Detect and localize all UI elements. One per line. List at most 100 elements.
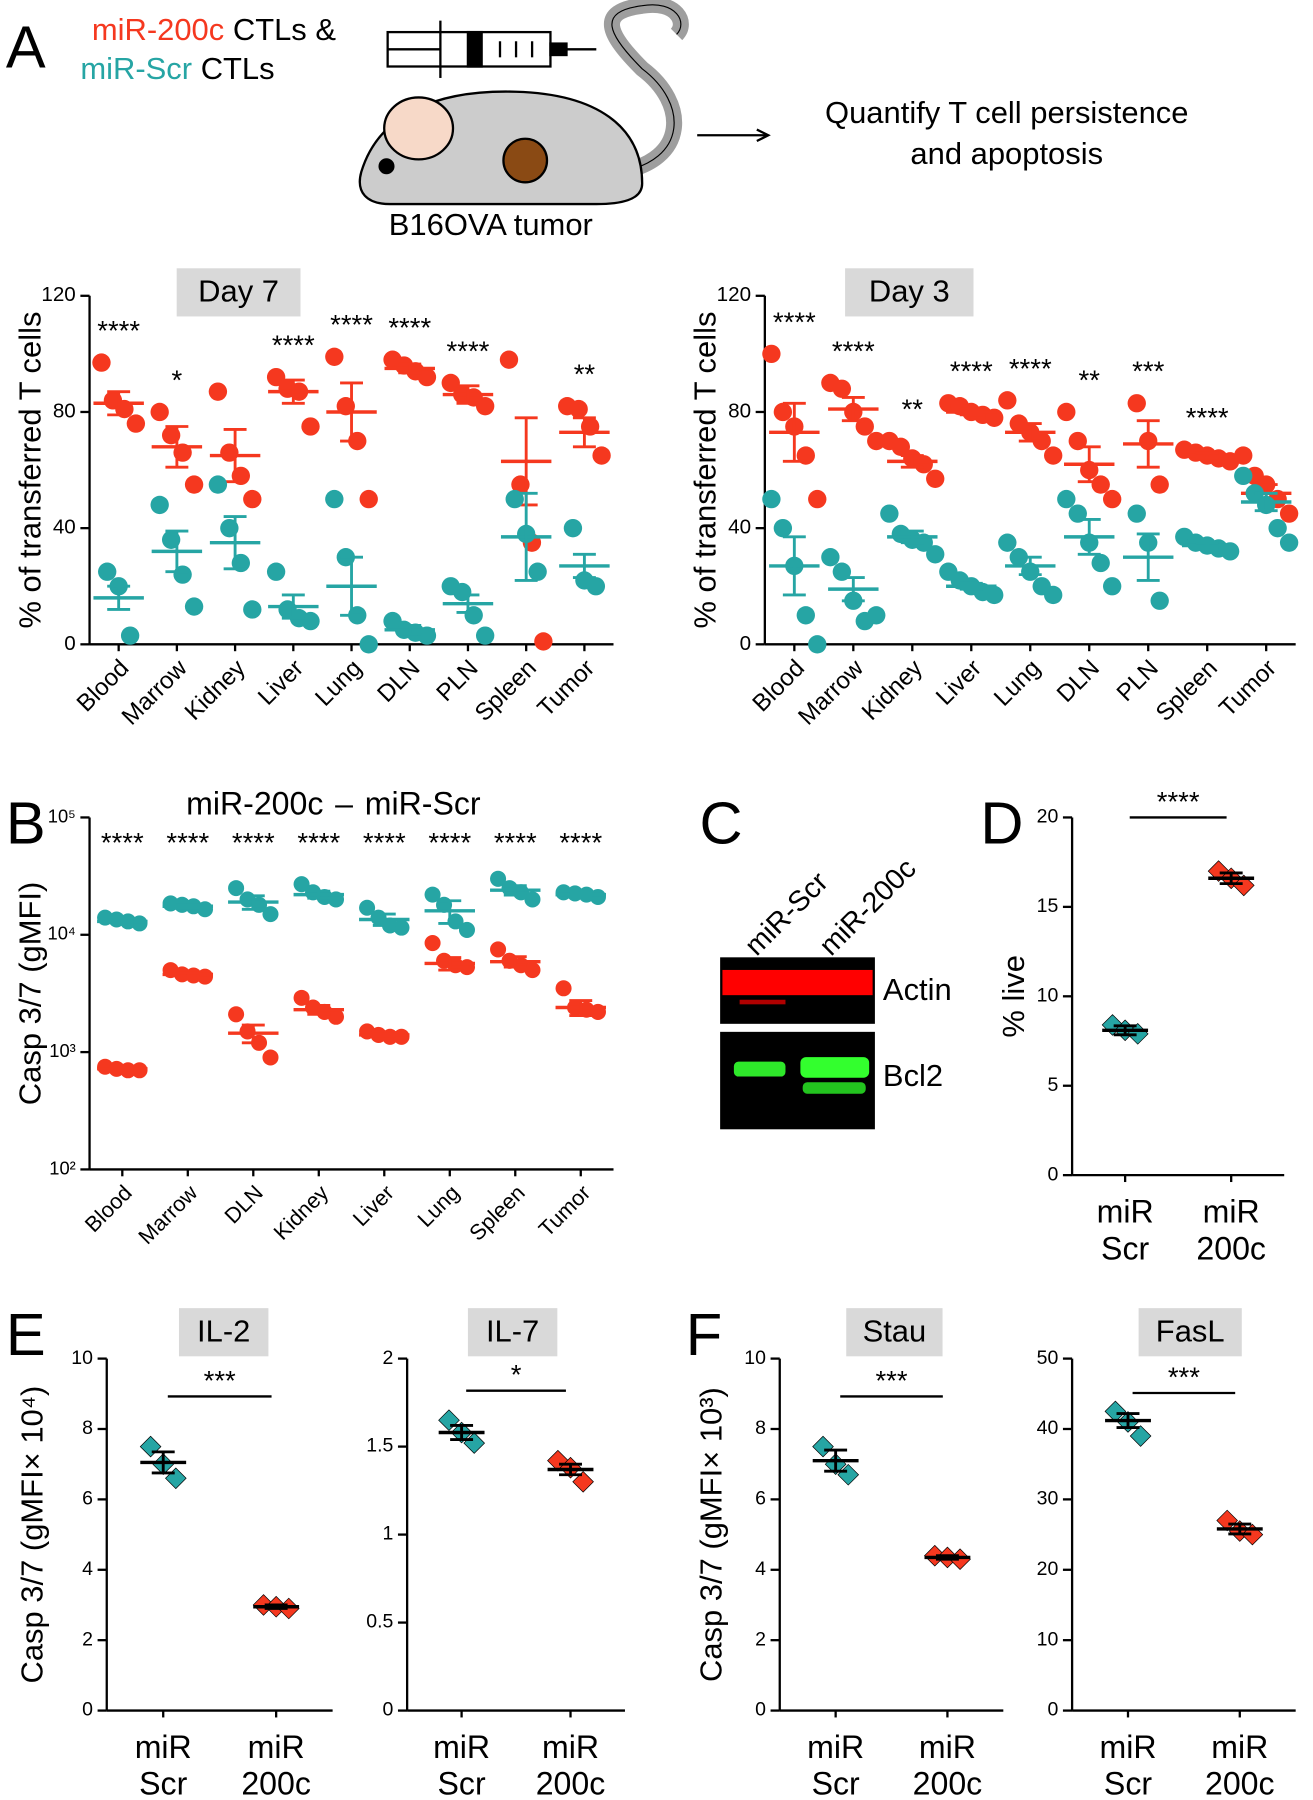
y-tick-label: 20 [1037, 806, 1059, 828]
data-point [880, 504, 899, 523]
y-tick-label: 0 [1048, 1699, 1059, 1721]
outcome-text: and apoptosis [910, 136, 1103, 171]
error-bar [241, 894, 265, 911]
data-point [266, 367, 286, 387]
x-tick-label: miR [1097, 1194, 1154, 1230]
band-label: Actin [883, 972, 952, 1007]
error-bar [107, 584, 131, 611]
error-bar [569, 999, 593, 1017]
significance: * [172, 364, 183, 395]
lane-label: miR-200c [813, 853, 922, 962]
title-box [467, 1308, 558, 1357]
data-point [165, 1467, 187, 1490]
data-point [417, 367, 437, 387]
data-point [1102, 489, 1122, 509]
chart-title: FasL [1156, 1314, 1225, 1349]
error-bar [900, 529, 924, 545]
data-point [1216, 1509, 1238, 1532]
error-bar [824, 1448, 848, 1473]
data-point [1102, 577, 1122, 596]
y-tick-label: 8 [82, 1417, 93, 1439]
y-tick-label: 4 [82, 1558, 93, 1580]
error-bar [559, 1462, 582, 1477]
blot-image [720, 957, 875, 1130]
data-point [301, 417, 320, 436]
chart-title: Day 7 [198, 274, 279, 309]
data-point [239, 1023, 256, 1040]
y-axis-label: Casp 3/7 (gMFI× 10⁴) [15, 1386, 50, 1684]
data-point [572, 1470, 594, 1493]
y-tick-label: 10⁵ [48, 805, 76, 826]
data-point [867, 606, 886, 625]
y-tick-label: 20 [1037, 1558, 1059, 1580]
error-bar [782, 401, 806, 463]
panel-label: F [686, 1301, 722, 1368]
data-point [196, 901, 214, 918]
error-bar [572, 416, 596, 449]
data-point [821, 548, 840, 567]
x-tick-label: Marrow [117, 654, 193, 730]
error-bar [398, 624, 422, 636]
title-box [176, 268, 301, 317]
y-tick-label: 4 [755, 1558, 766, 1580]
error-bar [450, 1424, 474, 1441]
data-point [1057, 489, 1076, 509]
x-tick-label: miR [248, 1729, 305, 1765]
y-tick-label: 10 [1037, 1628, 1059, 1650]
panel-label: D [980, 790, 1023, 857]
data-point [98, 562, 117, 581]
data-point [524, 891, 541, 908]
data-point [359, 635, 378, 654]
error-bar [176, 971, 200, 978]
y-tick-label: 50 [1037, 1347, 1059, 1369]
data-point [325, 347, 344, 366]
data-point [555, 980, 572, 997]
error-bar [1195, 541, 1219, 550]
data-point [808, 489, 827, 509]
data-point [262, 1049, 279, 1066]
data-point [1127, 394, 1146, 413]
y-tick-label: 10³ [49, 1040, 76, 1061]
y-tick-label: 5 [1048, 1074, 1059, 1096]
error-bar [503, 955, 527, 969]
mouse-label: B16OVA tumor [389, 207, 593, 242]
data-point [832, 379, 852, 398]
y-tick-label: 8 [755, 1417, 766, 1439]
error-bar [110, 1066, 134, 1072]
data-point [196, 968, 214, 985]
error-bar [264, 1603, 288, 1610]
error-bar [569, 892, 593, 898]
x-tick-label: Blood [80, 1180, 137, 1237]
data-point [998, 391, 1017, 410]
data-point [796, 606, 815, 625]
panel-label: A [6, 13, 46, 80]
chart-title: IL-2 [197, 1314, 250, 1349]
schematic-red-suffix: CTLs & [233, 12, 337, 47]
y-tick-label: 1.5 [366, 1435, 393, 1457]
syringe [386, 20, 597, 78]
data-point [266, 562, 286, 581]
data-point [867, 431, 886, 451]
error-bar [900, 454, 924, 469]
data-point [762, 489, 781, 509]
title-box [1138, 1308, 1242, 1357]
error-bar [572, 552, 596, 579]
panel-label: E [6, 1301, 46, 1368]
x-tick-label: 200c [536, 1766, 606, 1800]
data-point [926, 545, 945, 564]
data-point [126, 414, 146, 433]
data-point [1232, 874, 1255, 897]
x-tick-label: miR [1099, 1729, 1156, 1765]
x-tick-label: Lung [989, 655, 1046, 712]
error-bar [107, 390, 131, 417]
data-point [1091, 475, 1110, 494]
error-bar [438, 956, 462, 972]
x-tick-label: Marrow [133, 1180, 202, 1249]
x-tick-label: DLN [1052, 655, 1105, 708]
x-tick-label: 200c [913, 1766, 983, 1800]
significance: **** [1009, 353, 1052, 384]
x-tick-label: Kidney [180, 655, 251, 726]
data-point [812, 1435, 834, 1458]
y-tick-label: 6 [755, 1488, 766, 1510]
